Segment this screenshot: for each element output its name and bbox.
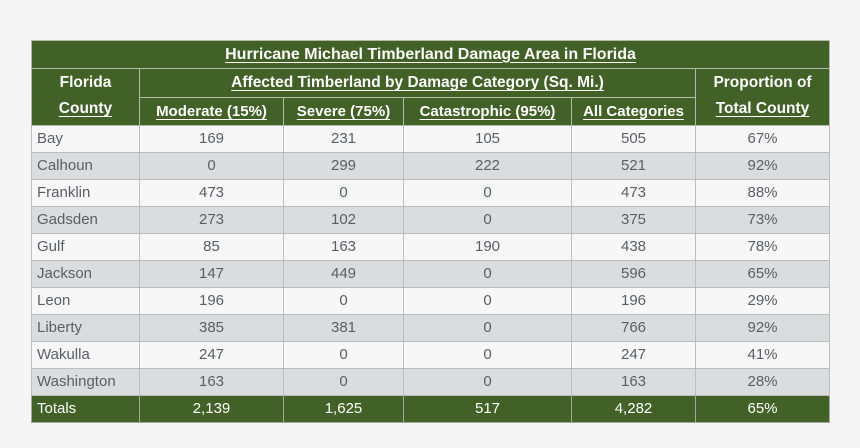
county-cell: Bay bbox=[31, 124, 140, 153]
proportion-cell: 92% bbox=[694, 313, 831, 342]
hurricane-damage-table: Hurricane Michael Timberland Damage Area… bbox=[30, 40, 831, 423]
table-row: Jackson 147 449 0 596 65% bbox=[31, 259, 831, 288]
catastrophic-cell: 0 bbox=[403, 178, 572, 207]
county-cell: Gadsden bbox=[31, 205, 140, 234]
all-categories-cell: 473 bbox=[571, 178, 696, 207]
table-row: Gadsden 273 102 0 375 73% bbox=[31, 205, 831, 234]
severe-column-header: Severe (75%) bbox=[283, 96, 404, 126]
totals-proportion-cell: 65% bbox=[694, 394, 831, 423]
table-title-row: Hurricane Michael Timberland Damage Area… bbox=[30, 40, 831, 69]
all-categories-cell: 596 bbox=[571, 259, 696, 288]
catastrophic-cell: 190 bbox=[403, 232, 572, 261]
moderate-cell: 196 bbox=[139, 286, 284, 315]
moderate-cell: 273 bbox=[139, 205, 284, 234]
group-header-row: Florida County Affected Timberland by Da… bbox=[31, 68, 831, 126]
catastrophic-cell: 0 bbox=[403, 367, 572, 396]
all-categories-column-header: All Categories bbox=[571, 96, 696, 126]
proportion-cell: 88% bbox=[694, 178, 831, 207]
totals-severe-cell: 1,625 bbox=[283, 394, 404, 423]
county-column-header: Florida County bbox=[31, 68, 140, 126]
moderate-cell: 247 bbox=[139, 340, 284, 369]
proportion-cell: 73% bbox=[694, 205, 831, 234]
table-row: Washington 163 0 0 163 28% bbox=[31, 367, 831, 396]
county-cell: Gulf bbox=[31, 232, 140, 261]
severe-cell: 163 bbox=[283, 232, 404, 261]
proportion-cell: 65% bbox=[694, 259, 831, 288]
table-title: Hurricane Michael Timberland Damage Area… bbox=[30, 40, 831, 69]
catastrophic-column-header: Catastrophic (95%) bbox=[403, 96, 572, 126]
severe-cell: 449 bbox=[283, 259, 404, 288]
totals-moderate-cell: 2,139 bbox=[139, 394, 284, 423]
proportion-header-line2: Total County bbox=[715, 100, 810, 118]
proportion-cell: 28% bbox=[694, 367, 831, 396]
county-header-line2: County bbox=[58, 100, 113, 118]
proportion-column-header: Proportion of Total County bbox=[694, 68, 831, 126]
severe-cell: 0 bbox=[283, 286, 404, 315]
table-row: Wakulla 247 0 0 247 41% bbox=[31, 340, 831, 369]
moderate-cell: 85 bbox=[139, 232, 284, 261]
moderate-cell: 473 bbox=[139, 178, 284, 207]
county-cell: Washington bbox=[31, 367, 140, 396]
proportion-cell: 67% bbox=[694, 124, 831, 153]
proportion-cell: 29% bbox=[694, 286, 831, 315]
all-categories-cell: 163 bbox=[571, 367, 696, 396]
moderate-cell: 147 bbox=[139, 259, 284, 288]
table-row: Leon 196 0 0 196 29% bbox=[31, 286, 831, 315]
all-categories-cell: 438 bbox=[571, 232, 696, 261]
table-row: Franklin 473 0 0 473 88% bbox=[31, 178, 831, 207]
totals-all-categories-cell: 4,282 bbox=[571, 394, 696, 423]
catastrophic-cell: 0 bbox=[403, 259, 572, 288]
county-header-line1: Florida bbox=[59, 74, 112, 91]
county-cell: Leon bbox=[31, 286, 140, 315]
catastrophic-cell: 222 bbox=[403, 151, 572, 180]
catastrophic-cell: 0 bbox=[403, 205, 572, 234]
moderate-cell: 169 bbox=[139, 124, 284, 153]
proportion-cell: 41% bbox=[694, 340, 831, 369]
moderate-cell: 385 bbox=[139, 313, 284, 342]
catastrophic-cell: 0 bbox=[403, 313, 572, 342]
county-cell: Liberty bbox=[31, 313, 140, 342]
table-row: Gulf 85 163 190 438 78% bbox=[31, 232, 831, 261]
catastrophic-cell: 105 bbox=[403, 124, 572, 153]
all-categories-cell: 375 bbox=[571, 205, 696, 234]
moderate-cell: 163 bbox=[139, 367, 284, 396]
table-row: Liberty 385 381 0 766 92% bbox=[31, 313, 831, 342]
moderate-cell: 0 bbox=[139, 151, 284, 180]
severe-cell: 0 bbox=[283, 367, 404, 396]
proportion-cell: 92% bbox=[694, 151, 831, 180]
all-categories-cell: 521 bbox=[571, 151, 696, 180]
proportion-cell: 78% bbox=[694, 232, 831, 261]
county-cell: Jackson bbox=[31, 259, 140, 288]
severe-cell: 0 bbox=[283, 178, 404, 207]
catastrophic-cell: 0 bbox=[403, 286, 572, 315]
severe-cell: 102 bbox=[283, 205, 404, 234]
all-categories-cell: 247 bbox=[571, 340, 696, 369]
totals-label-cell: Totals bbox=[31, 394, 140, 423]
totals-catastrophic-cell: 517 bbox=[403, 394, 572, 423]
severe-cell: 381 bbox=[283, 313, 404, 342]
sub-header-row: Moderate (15%) Severe (75%) Catastrophic… bbox=[32, 96, 830, 126]
table-row: Calhoun 0 299 222 521 92% bbox=[31, 151, 831, 180]
all-categories-cell: 196 bbox=[571, 286, 696, 315]
damage-category-group-header: Affected Timberland by Damage Category (… bbox=[139, 68, 696, 98]
moderate-column-header: Moderate (15%) bbox=[139, 96, 284, 126]
proportion-header-line1: Proportion of bbox=[713, 74, 812, 91]
county-cell: Wakulla bbox=[31, 340, 140, 369]
severe-cell: 0 bbox=[283, 340, 404, 369]
table-body: Bay 169 231 105 505 67% Calhoun 0 299 22… bbox=[31, 124, 831, 396]
table-row: Bay 169 231 105 505 67% bbox=[31, 124, 831, 153]
severe-cell: 299 bbox=[283, 151, 404, 180]
totals-row: Totals 2,139 1,625 517 4,282 65% bbox=[31, 394, 831, 423]
all-categories-cell: 766 bbox=[571, 313, 696, 342]
county-cell: Franklin bbox=[31, 178, 140, 207]
severe-cell: 231 bbox=[283, 124, 404, 153]
county-cell: Calhoun bbox=[31, 151, 140, 180]
all-categories-cell: 505 bbox=[571, 124, 696, 153]
catastrophic-cell: 0 bbox=[403, 340, 572, 369]
